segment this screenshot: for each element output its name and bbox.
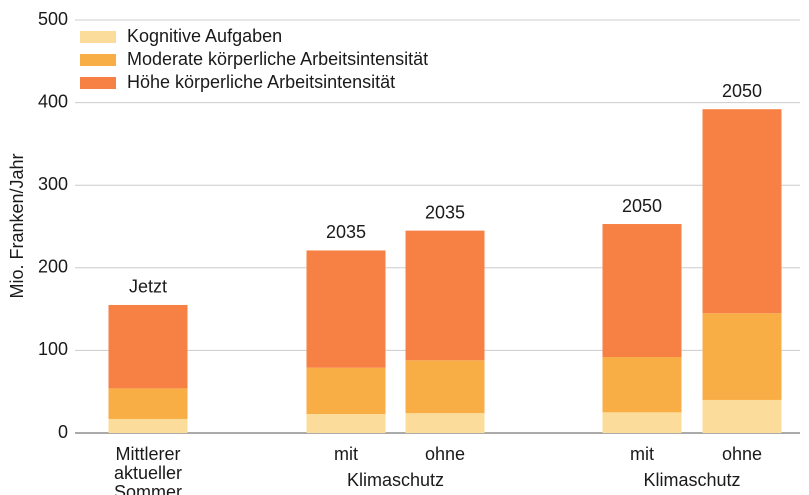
group-label: Klimaschutz <box>347 470 444 490</box>
bar-segment <box>702 109 782 314</box>
bar-segment <box>306 414 386 433</box>
legend-label: Kognitive Aufgaben <box>127 26 282 46</box>
x-tick-label: aktueller <box>114 463 182 483</box>
bar-segment <box>702 313 782 400</box>
legend-swatch <box>80 77 116 89</box>
bar-label: 2035 <box>326 222 366 242</box>
bar-label: Jetzt <box>129 277 167 297</box>
x-tick-label: ohne <box>722 444 762 464</box>
y-tick-label: 500 <box>38 9 68 29</box>
y-tick-label: 300 <box>38 174 68 194</box>
bar-segment <box>602 224 682 358</box>
y-tick-label: 0 <box>58 422 68 442</box>
y-tick-label: 400 <box>38 91 68 111</box>
bar-label: 2050 <box>722 81 762 101</box>
legend-swatch <box>80 54 116 66</box>
x-tick-label: mit <box>334 444 358 464</box>
bar-segment <box>602 412 682 433</box>
bar-segment <box>702 399 782 433</box>
y-axis-label: Mio. Franken/Jahr <box>7 153 27 298</box>
bar-label: 2050 <box>622 196 662 216</box>
bar-segment <box>108 388 188 419</box>
x-tick-label: Sommer <box>114 482 182 495</box>
y-tick-label: 200 <box>38 257 68 277</box>
bar-segment <box>405 230 485 361</box>
bar-segment <box>405 413 485 433</box>
bar-segment <box>108 304 188 389</box>
x-tick-label: mit <box>630 444 654 464</box>
legend-label: Moderate körperliche Arbeitsintensität <box>127 49 428 69</box>
bar-segment <box>602 357 682 413</box>
legend-label: Höhe körperliche Arbeitsintensität <box>127 72 395 92</box>
bar-label: 2035 <box>425 202 465 222</box>
x-tick-label: Mittlerer <box>115 444 180 464</box>
x-tick-label: ohne <box>425 444 465 464</box>
bar-segment <box>306 367 386 415</box>
legend-swatch <box>80 31 116 43</box>
bar-segment <box>405 360 485 414</box>
group-label: Klimaschutz <box>643 470 740 490</box>
bar-segment <box>306 250 386 368</box>
bar-segment <box>108 418 188 433</box>
y-tick-label: 100 <box>38 339 68 359</box>
